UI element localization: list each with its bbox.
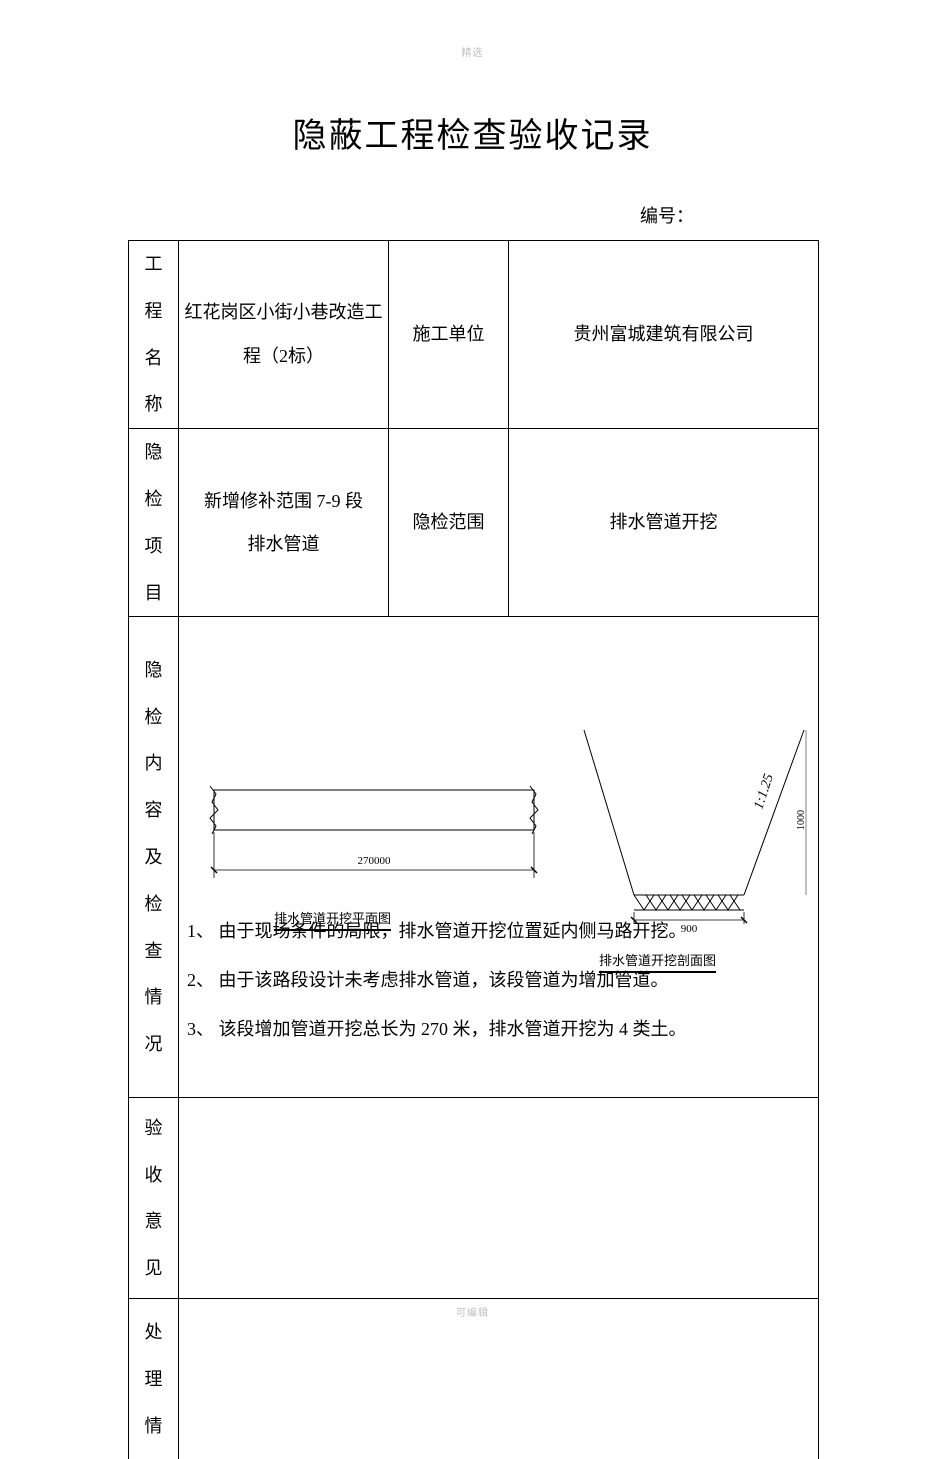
note-index: 2、 — [187, 970, 214, 990]
label-text: 验收意见 — [145, 1118, 163, 1278]
notes-area: 1、 由于现场条件的局限，排水管道开挖位置延内侧马路开挖。 2、 由于该路段设计… — [179, 907, 818, 1053]
text-line: 红花岗区小街小巷改造工 — [185, 302, 383, 322]
note-line: 2、 由于该路段设计未考虑排水管道，该段管道为增加管道。 — [187, 956, 810, 1005]
label-contractor: 施工单位 — [389, 241, 509, 429]
label-inspection-item: 隐检项目 — [129, 429, 179, 617]
value-inspection-scope: 排水管道开挖 — [509, 429, 819, 617]
note-text: 由于该路段设计未考虑排水管道，该段管道为增加管道。 — [219, 970, 669, 990]
label-inspection-scope: 隐检范围 — [389, 429, 509, 617]
value-inspection-item: 新增修补范围 7-9 段 排水管道 — [179, 429, 389, 617]
note-text: 由于现场条件的局限，排水管道开挖位置延内侧马路开挖。 — [219, 921, 687, 941]
label-opinion: 验收意见 — [129, 1098, 179, 1299]
table-row: 隐检内容及检查情况 — [129, 617, 819, 1098]
label-content: 隐检内容及检查情况 — [129, 617, 179, 1098]
label-text: 隐检项目 — [145, 442, 163, 602]
text-line: 新增修补范围 7-9 段 — [204, 491, 363, 511]
table-row: 验收意见 — [129, 1098, 819, 1299]
note-index: 1、 — [187, 921, 214, 941]
table-row: 工程名称 红花岗区小街小巷改造工 程（2标） 施工单位 贵州富城建筑有限公司 — [129, 241, 819, 429]
note-text: 该段增加管道开挖总长为 270 米，排水管道开挖为 4 类土。 — [219, 1019, 687, 1039]
slope-label: 1:1.25 — [752, 772, 777, 811]
plan-dimension-text: 270000 — [358, 855, 392, 867]
process-cell — [179, 1299, 819, 1459]
header-watermark: 精选 — [0, 44, 945, 59]
note-line: 3、 该段增加管道开挖总长为 270 米，排水管道开挖为 4 类土。 — [187, 1005, 810, 1054]
label-text: 处理情 — [145, 1322, 163, 1436]
label-process: 处理情 — [129, 1299, 179, 1459]
table-row: 隐检项目 新增修补范围 7-9 段 排水管道 隐检范围 排水管道开挖 — [129, 429, 819, 617]
text-line: 排水管道 — [248, 534, 320, 554]
text-line: 程（2标） — [243, 346, 324, 366]
value-contractor: 贵州富城建筑有限公司 — [509, 241, 819, 429]
height-label: 1000 — [796, 810, 807, 830]
inspection-form-table: 工程名称 红花岗区小街小巷改造工 程（2标） 施工单位 贵州富城建筑有限公司 隐… — [128, 240, 819, 1459]
section-view-diagram: 1:1.25 1000 900 — [574, 720, 814, 935]
label-project-name: 工程名称 — [129, 241, 179, 429]
value-project-name: 红花岗区小街小巷改造工 程（2标） — [179, 241, 389, 429]
serial-number-label: 编号： — [640, 202, 694, 228]
content-cell: 270000 排水管道开挖平面图 — [179, 617, 819, 1098]
label-text: 隐检内容及检查情况 — [145, 660, 163, 1054]
note-line: 1、 由于现场条件的局限，排水管道开挖位置延内侧马路开挖。 — [187, 907, 810, 956]
page-title: 隐蔽工程检查验收记录 — [0, 108, 945, 157]
opinion-cell — [179, 1098, 819, 1299]
table-row: 处理情 — [129, 1299, 819, 1459]
plan-view-diagram: 270000 — [194, 750, 554, 915]
note-index: 3、 — [187, 1019, 214, 1039]
label-text: 工程名称 — [145, 254, 163, 414]
